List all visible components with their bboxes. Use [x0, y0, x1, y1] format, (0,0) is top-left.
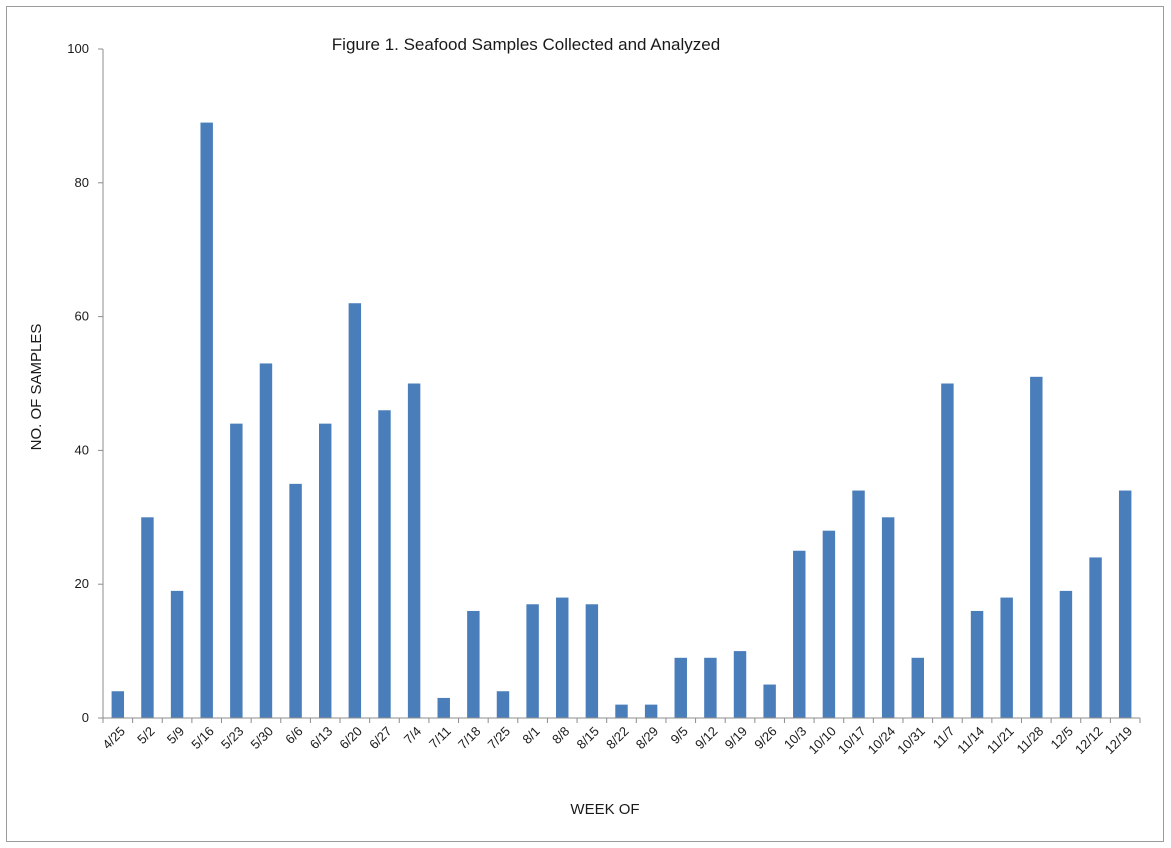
bar [318, 423, 332, 718]
x-tick-label: 5/2 [134, 724, 157, 747]
x-tick-label: 11/21 [984, 724, 1017, 757]
y-tick-label: 80 [75, 175, 89, 190]
bar [822, 530, 836, 718]
bar [1059, 590, 1073, 718]
bar [763, 684, 776, 718]
x-tick-label: 12/5 [1048, 724, 1077, 753]
bar [970, 610, 984, 718]
bar [793, 550, 806, 718]
x-tick-label: 8/1 [519, 724, 542, 747]
bar [111, 691, 125, 718]
x-tick-label: 12/12 [1072, 724, 1106, 758]
y-tick-label: 60 [75, 309, 89, 324]
bar [378, 410, 391, 718]
x-axis-label: WEEK OF [570, 801, 639, 818]
bar [170, 590, 184, 718]
x-tick-label: 8/15 [573, 724, 602, 753]
x-tick-label: 9/12 [692, 724, 721, 753]
x-tick-label: 10/3 [781, 724, 810, 753]
bar [674, 657, 687, 718]
x-tick-label: 5/30 [248, 724, 277, 753]
x-tick-label: 11/14 [954, 724, 987, 757]
bar [467, 610, 480, 718]
x-tick-label: 7/11 [426, 724, 454, 752]
bar [1089, 557, 1102, 718]
bar [230, 423, 243, 718]
x-tick-label: 9/26 [751, 724, 780, 753]
x-tick-label: 10/31 [894, 724, 928, 758]
y-tick-label: 100 [67, 41, 89, 56]
x-axis-ticks: 4/25 5/2 5/9 5/16 5/23 5/30 6/6 6/13 6/20 6/27 7/4… [99, 718, 1141, 758]
bar [200, 122, 213, 719]
x-tick-label: 12/19 [1102, 724, 1136, 758]
x-tick-label: 9/19 [722, 724, 751, 753]
bar [526, 604, 539, 718]
bars [111, 122, 1132, 719]
x-tick-label: 8/29 [633, 724, 662, 753]
bar [733, 651, 747, 718]
x-tick-label: 11/7 [930, 724, 958, 752]
bar [348, 303, 362, 718]
x-tick-label: 5/9 [164, 724, 187, 747]
x-tick-label: 4/25 [99, 724, 128, 753]
y-tick-label: 0 [82, 710, 89, 725]
bar [437, 697, 450, 718]
chart-title: Figure 1. Seafood Samples Collected and … [332, 35, 720, 54]
bar [1000, 597, 1013, 718]
bar [556, 597, 569, 718]
x-tick-label: 7/25 [485, 724, 514, 753]
bar [615, 704, 628, 718]
x-tick-label: 5/23 [218, 724, 247, 753]
bar-chart: Figure 1. Seafood Samples Collected and … [28, 35, 1141, 818]
x-tick-label: 7/18 [455, 724, 484, 753]
x-tick-label: 10/10 [805, 724, 839, 758]
bar [852, 490, 865, 718]
bar [585, 604, 599, 718]
bar [141, 517, 154, 718]
x-tick-label: 7/4 [401, 724, 424, 747]
bar [1118, 490, 1132, 718]
bar [881, 517, 895, 718]
bar [704, 657, 717, 718]
y-tick-label: 40 [75, 442, 89, 457]
x-tick-label: 6/13 [307, 724, 336, 753]
x-tick-label: 6/27 [366, 724, 395, 753]
bar [644, 704, 658, 718]
chart-frame: Figure 1. Seafood Samples Collected and … [6, 6, 1164, 842]
x-tick-label: 8/22 [603, 724, 632, 753]
bar [1030, 376, 1043, 718]
bar [941, 383, 954, 718]
x-tick-label: 10/17 [835, 724, 869, 758]
y-axis-ticks: 0 20 40 60 80 100 [67, 41, 103, 725]
x-tick-label: 11/28 [1013, 724, 1046, 757]
bar [259, 363, 273, 718]
bar [496, 691, 510, 718]
x-tick-label: 9/5 [667, 724, 690, 747]
bar [289, 483, 302, 718]
x-tick-label: 8/8 [549, 724, 572, 747]
x-tick-label: 6/6 [282, 724, 305, 747]
bar [911, 657, 925, 718]
bar [407, 383, 421, 718]
y-tick-label: 20 [75, 576, 89, 591]
x-tick-label: 10/24 [865, 724, 899, 758]
x-tick-label: 5/16 [188, 724, 217, 753]
y-axis-label: NO. OF SAMPLES [28, 324, 45, 451]
x-tick-label: 6/20 [336, 724, 365, 753]
